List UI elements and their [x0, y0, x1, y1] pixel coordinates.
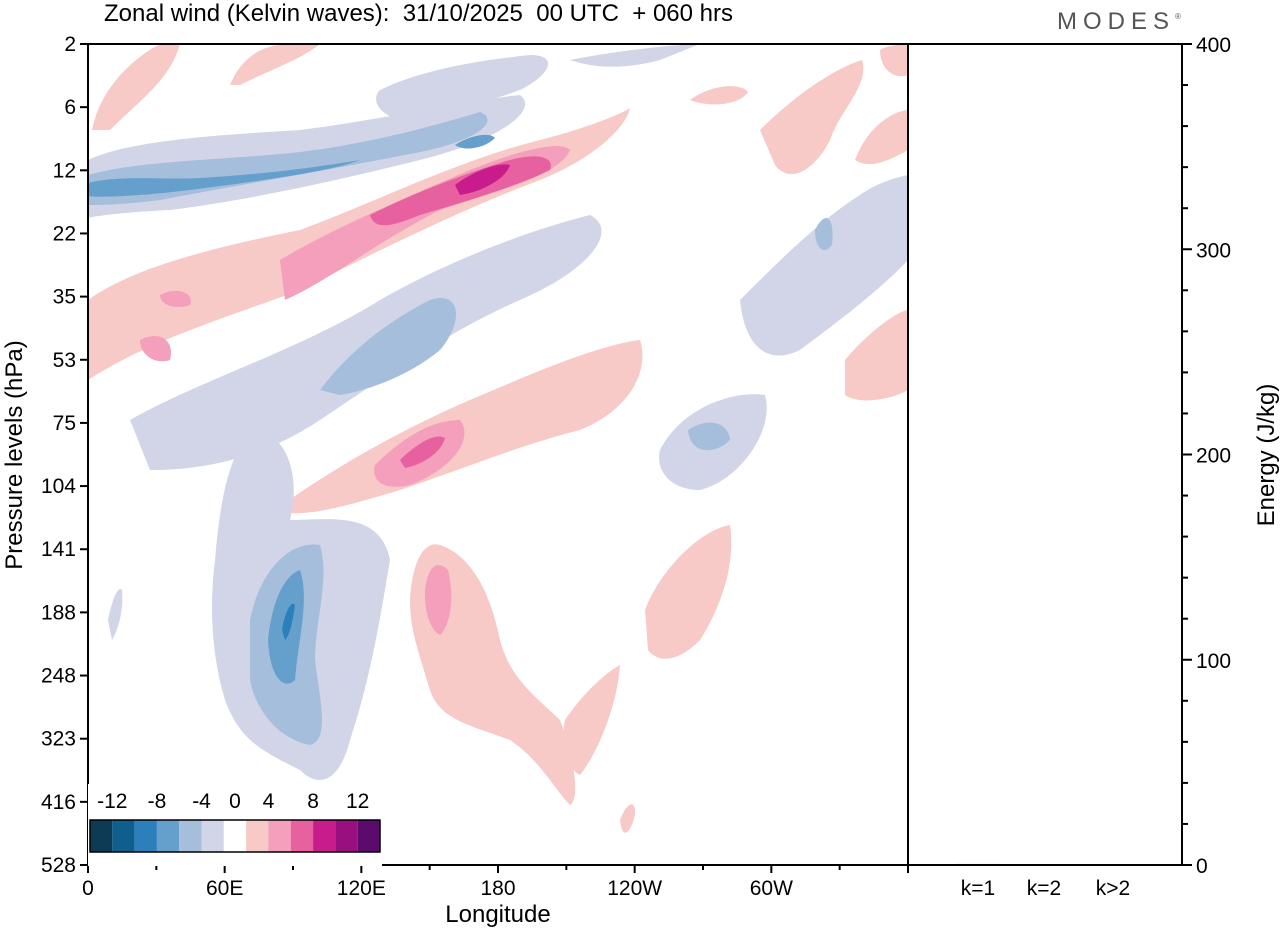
energy-tick-label: 0	[1196, 855, 1208, 878]
contour-westerly-6	[160, 290, 191, 307]
y-tick-label: 35	[53, 286, 76, 309]
x-tick-label: 60E	[206, 877, 243, 900]
contour-westerly-4	[620, 804, 636, 833]
brand-name: MODES	[1057, 8, 1176, 35]
y-tick-label: 53	[53, 349, 76, 372]
brand-registered-mark: ®	[1175, 12, 1181, 21]
contour-easterly-2	[570, 44, 700, 67]
legend-label: 8	[307, 790, 319, 813]
legend-swatch	[201, 820, 224, 852]
energy-category-label: k=2	[1027, 877, 1061, 900]
contour-westerly-4	[563, 665, 620, 775]
energy-tick-label: 200	[1196, 445, 1231, 468]
contour-westerly-4	[645, 525, 732, 659]
energy-bar	[956, 863, 1000, 865]
y-axis-pressure: 2 6 12 22 35 53 75 104 141 188 248 323 416 528	[41, 33, 88, 877]
energy-tick-label: 400	[1196, 34, 1231, 57]
y-tick-label: 2	[64, 33, 76, 56]
energy-bars: k=1 k=2 k>2	[956, 863, 1135, 900]
y-tick-label: 188	[41, 601, 76, 624]
contour-easterly-2	[740, 175, 908, 356]
y-axis-title: Pressure levels (hPa)	[1, 340, 28, 569]
y-tick-label: 22	[53, 222, 76, 245]
x-axis-title: Longitude	[445, 901, 550, 928]
x-tick-label: 60W	[750, 877, 793, 900]
contour-easterly-8	[282, 603, 295, 640]
contour-westerly-4	[690, 86, 748, 105]
contour-easterly-4	[688, 422, 730, 451]
legend-label: -12	[97, 790, 127, 813]
y-tick-label: 141	[41, 538, 76, 561]
y-tick-label: 248	[41, 665, 76, 688]
legend-swatch	[290, 820, 314, 852]
energy-category-label: k>2	[1096, 877, 1130, 900]
energy-bar	[1022, 864, 1066, 866]
y-tick-label: 75	[53, 412, 76, 435]
x-tick-label: 120E	[337, 877, 386, 900]
contour-westerly-4	[845, 310, 908, 401]
contour-easterly-2	[108, 589, 123, 640]
legend-label: 12	[346, 790, 369, 813]
legend-label: 0	[229, 790, 241, 813]
brand-logo: MODES®	[1057, 8, 1181, 36]
contour-easterly-4	[815, 218, 833, 250]
legend-label: 4	[263, 790, 275, 813]
legend-swatch	[246, 820, 269, 852]
energy-axis-title: Energy (J/kg)	[1253, 384, 1280, 527]
legend-swatch	[335, 820, 358, 852]
heatmap-field	[88, 44, 908, 833]
legend-frame	[89, 819, 381, 853]
contour-easterly-2	[376, 55, 549, 120]
colorbar-legend: -12 -8 -4 0 4 8 12	[88, 784, 382, 866]
contour-westerly-4	[230, 44, 320, 85]
energy-bar	[1091, 864, 1135, 866]
x-axis-longitude: 0 60E 120E 180 120W 60W	[82, 865, 909, 900]
y-tick-label: 104	[41, 475, 76, 498]
contour-westerly-6	[140, 336, 171, 362]
contour-westerly-4	[92, 44, 180, 130]
energy-y-axis: 0 100 200 300 400	[1182, 34, 1231, 878]
contour-westerly-4	[410, 544, 576, 805]
y-tick-label: 6	[64, 96, 76, 119]
legend-label: -8	[148, 790, 167, 813]
y-tick-label: 528	[41, 854, 76, 877]
energy-tick-label: 100	[1196, 650, 1231, 673]
legend-swatch	[134, 820, 157, 852]
x-tick-label: 120W	[607, 877, 662, 900]
legend-swatch	[268, 820, 291, 852]
legend-swatch	[357, 820, 380, 852]
legend-swatch	[313, 820, 336, 852]
contour-westerly-4	[760, 60, 864, 175]
y-tick-label: 12	[53, 159, 76, 182]
legend-swatch	[112, 820, 135, 852]
legend-swatch	[179, 820, 202, 852]
y-tick-label: 416	[41, 791, 76, 814]
energy-category-label: k=1	[961, 877, 995, 900]
contour-easterly-6	[88, 160, 360, 197]
legend-label: -4	[192, 790, 211, 813]
legend-swatch	[90, 820, 113, 852]
contour-westerly-6	[424, 565, 452, 635]
energy-tick-label: 300	[1196, 239, 1231, 262]
contour-easterly-6	[455, 134, 495, 149]
contour-westerly-8	[400, 436, 445, 468]
contour-westerly-10	[455, 164, 510, 195]
x-tick-label: 180	[480, 877, 515, 900]
contour-easterly-4	[320, 298, 457, 395]
x-tick-label: 0	[82, 877, 94, 900]
contour-westerly-4	[855, 110, 908, 165]
legend-swatch	[156, 820, 180, 852]
page-title: Zonal wind (Kelvin waves): 31/10/2025 00…	[104, 0, 733, 27]
legend-swatch	[223, 820, 247, 852]
y-tick-label: 323	[41, 728, 76, 751]
contour-westerly-4	[880, 44, 908, 77]
